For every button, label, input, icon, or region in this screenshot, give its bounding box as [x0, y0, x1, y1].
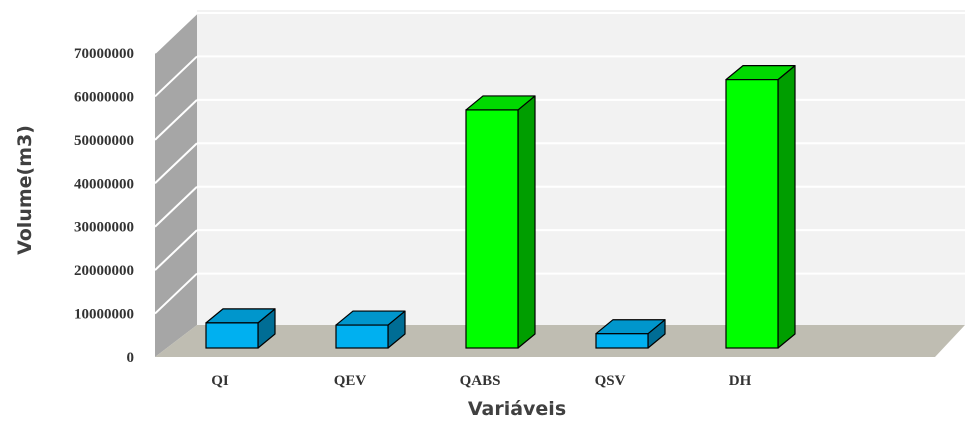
side-wall: [155, 13, 197, 357]
y-tick-label: 40000000: [74, 176, 134, 192]
x-tick-label: DH: [729, 373, 752, 389]
x-tick-labels: QI QEV QABS QSV DH: [211, 373, 751, 389]
x-tick-label: QABS: [460, 373, 501, 389]
y-tick-labels: 0 10000000 20000000 30000000 40000000 5000000…: [74, 46, 134, 366]
gridline-side: [154, 229, 198, 271]
gridlines: [154, 12, 965, 315]
floor: [155, 325, 965, 357]
y-tick-label: 20000000: [74, 263, 134, 279]
bar-dh: [725, 65, 796, 349]
y-axis-title: Volume(m3): [14, 125, 36, 255]
chart-walls: [155, 10, 965, 357]
x-tick-label: QEV: [334, 373, 367, 389]
back-wall: [197, 10, 965, 325]
x-tick-label: QI: [211, 373, 229, 389]
x-tick-label: QSV: [595, 373, 626, 389]
y-tick-label: 30000000: [74, 220, 134, 236]
gridline-side: [154, 99, 198, 141]
y-tick-label: 10000000: [74, 307, 134, 323]
y-tick-label: 50000000: [74, 133, 134, 149]
y-tick-label: 70000000: [74, 46, 134, 62]
bars: [205, 65, 796, 349]
gridline-side: [154, 12, 198, 54]
gridline-side: [154, 185, 198, 228]
bar-qsv: [595, 319, 666, 349]
x-axis-title: Variáveis: [468, 398, 566, 420]
gridline-side: [154, 142, 198, 185]
bar-qev: [335, 310, 406, 349]
bar-qi: [205, 308, 276, 349]
y-tick-label: 60000000: [74, 89, 134, 105]
bar-qabs: [465, 95, 536, 349]
gridline-side: [154, 55, 198, 98]
y-tick-label: 0: [127, 350, 135, 366]
gridline-side: [154, 272, 198, 315]
